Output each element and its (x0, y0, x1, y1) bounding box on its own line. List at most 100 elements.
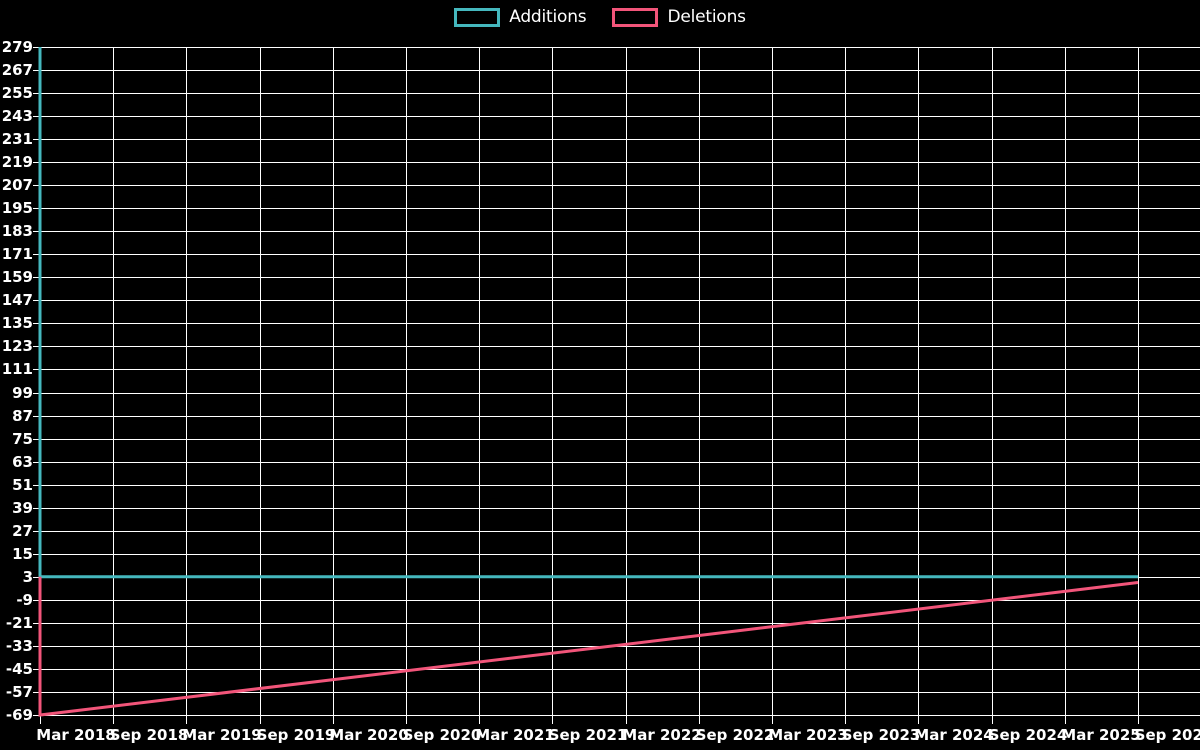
y-tick-mark (33, 439, 41, 440)
x-axis-label: Sep 2024 (988, 726, 1068, 744)
gridline-horizontal (40, 623, 1200, 624)
gridline-horizontal (40, 508, 1200, 509)
x-tick-mark (406, 715, 407, 724)
x-tick-mark (260, 715, 261, 724)
x-tick-mark (1065, 715, 1066, 724)
gridline-horizontal (40, 462, 1200, 463)
x-axis-label: Sep 2023 (841, 726, 921, 744)
gridline-horizontal (40, 254, 1200, 255)
x-axis-label: Mar 2019 (182, 726, 262, 744)
gridline-horizontal (40, 531, 1200, 532)
legend-entry-additions[interactable]: Additions (454, 7, 587, 27)
gridline-vertical (772, 47, 773, 715)
gridline-horizontal (40, 600, 1200, 601)
x-axis-label: Sep 2020 (402, 726, 482, 744)
y-axis-label: 159 (1, 268, 33, 286)
gridline-horizontal (40, 208, 1200, 209)
y-tick-mark (33, 162, 41, 163)
legend-label-deletions: Deletions (667, 7, 746, 27)
gridline-horizontal (40, 277, 1200, 278)
gridline-horizontal (40, 139, 1200, 140)
y-axis-label: 63 (12, 453, 33, 471)
gridline-horizontal (40, 715, 1200, 716)
y-axis-label: 3 (22, 568, 33, 586)
gridline-horizontal (40, 416, 1200, 417)
y-tick-mark (33, 577, 41, 578)
y-tick-mark (33, 669, 41, 670)
x-axis-label: Mar 2023 (768, 726, 848, 744)
y-tick-mark (33, 462, 41, 463)
gridline-horizontal (40, 554, 1200, 555)
legend-swatch-deletions (612, 7, 659, 27)
gridline-vertical (186, 47, 187, 715)
x-tick-mark (552, 715, 553, 724)
y-tick-mark (33, 254, 41, 255)
legend-entry-deletions[interactable]: Deletions (612, 7, 746, 27)
x-tick-mark (918, 715, 919, 724)
y-axis-label: 171 (1, 245, 33, 263)
gridline-vertical (1065, 47, 1066, 715)
series-layer (38, 47, 1139, 717)
y-axis-label: 183 (1, 222, 33, 240)
x-tick-mark (699, 715, 700, 724)
gridline-horizontal (40, 93, 1200, 94)
x-tick-mark (186, 715, 187, 724)
gridline-vertical (992, 47, 993, 715)
y-axis-label: 51 (12, 476, 33, 494)
y-tick-mark (33, 692, 41, 693)
gridline-horizontal (40, 231, 1200, 232)
gridline-horizontal (40, 393, 1200, 394)
gridline-horizontal (40, 485, 1200, 486)
gridline-horizontal (40, 346, 1200, 347)
gridline-vertical (260, 47, 261, 715)
gridline-vertical (333, 47, 334, 715)
gridline-vertical (845, 47, 846, 715)
y-axis-label: 267 (1, 61, 33, 79)
gridline-vertical (626, 47, 627, 715)
y-axis-label: 255 (1, 84, 33, 102)
gridline-horizontal (40, 669, 1200, 670)
x-axis-label: Sep 2019 (256, 726, 336, 744)
y-tick-mark (33, 554, 41, 555)
y-tick-mark (33, 47, 41, 48)
x-tick-mark (40, 715, 41, 724)
y-tick-mark (33, 185, 41, 186)
x-axis-label: Mar 2021 (475, 726, 555, 744)
x-tick-mark (333, 715, 334, 724)
x-axis-label: Sep 2025 (1134, 726, 1200, 744)
y-axis-label: 243 (1, 107, 33, 125)
y-axis-label: -21 (5, 614, 33, 632)
y-axis-label: 219 (1, 153, 33, 171)
x-axis-label: Mar 2020 (329, 726, 409, 744)
x-axis-label: Mar 2024 (914, 726, 994, 744)
x-axis-label: Sep 2022 (695, 726, 775, 744)
x-tick-mark (772, 715, 773, 724)
gridline-vertical (479, 47, 480, 715)
y-axis-label: 39 (12, 499, 33, 517)
y-tick-mark (33, 485, 41, 486)
x-tick-mark (479, 715, 480, 724)
y-axis-label: -57 (5, 683, 33, 701)
y-axis-label: 87 (12, 407, 33, 425)
y-tick-mark (33, 600, 41, 601)
gridline-horizontal (40, 300, 1200, 301)
y-tick-mark (33, 646, 41, 647)
y-tick-mark (33, 70, 41, 71)
y-tick-mark (33, 715, 41, 716)
y-axis-label: 111 (1, 360, 33, 378)
gridline-horizontal (40, 70, 1200, 71)
y-tick-mark (33, 300, 41, 301)
y-axis-label: 195 (1, 199, 33, 217)
y-tick-mark (33, 93, 41, 94)
gridline-horizontal (40, 692, 1200, 693)
y-axis-label: -45 (5, 660, 33, 678)
x-axis-label: Mar 2018 (36, 726, 116, 744)
y-tick-mark (33, 416, 41, 417)
gridline-horizontal (40, 369, 1200, 370)
y-tick-mark (33, 393, 41, 394)
x-tick-mark (113, 715, 114, 724)
y-axis-label: -69 (5, 706, 33, 724)
legend-swatch-additions (454, 7, 501, 27)
y-tick-mark (33, 623, 41, 624)
